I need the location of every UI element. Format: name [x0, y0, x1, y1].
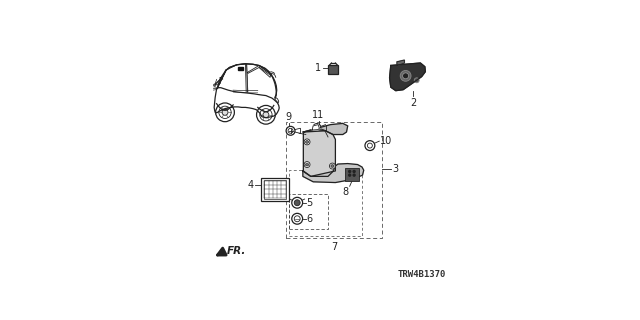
Bar [289, 170, 362, 236]
Text: 3: 3 [392, 164, 398, 174]
Circle shape [304, 139, 310, 145]
Text: 4: 4 [248, 180, 254, 190]
Polygon shape [303, 164, 364, 182]
Text: 9: 9 [285, 112, 291, 122]
Text: 11: 11 [312, 110, 324, 120]
Text: FR.: FR. [227, 246, 246, 256]
Bar [238, 67, 243, 70]
Circle shape [349, 174, 351, 176]
Bar [262, 178, 289, 201]
Text: TRW4B1370: TRW4B1370 [398, 270, 446, 279]
Circle shape [365, 141, 375, 150]
Circle shape [292, 213, 303, 224]
Text: 1: 1 [315, 63, 321, 73]
Circle shape [288, 128, 293, 133]
Bar [328, 65, 339, 74]
Polygon shape [312, 124, 319, 130]
Circle shape [286, 126, 295, 135]
Bar [264, 180, 286, 198]
Circle shape [257, 105, 275, 124]
Circle shape [305, 163, 308, 166]
Polygon shape [303, 130, 335, 176]
Circle shape [331, 164, 334, 167]
Circle shape [222, 109, 228, 115]
Text: 5: 5 [307, 198, 313, 208]
Polygon shape [397, 60, 404, 66]
Circle shape [353, 174, 355, 176]
Text: 2: 2 [410, 98, 416, 108]
Circle shape [294, 216, 300, 222]
Circle shape [349, 171, 351, 172]
Polygon shape [303, 124, 348, 134]
Text: 7: 7 [331, 242, 337, 252]
Circle shape [294, 200, 300, 206]
Bar [289, 194, 328, 229]
Circle shape [400, 70, 411, 81]
Text: 8: 8 [342, 188, 348, 197]
Circle shape [292, 197, 303, 208]
Circle shape [315, 126, 319, 130]
Circle shape [260, 108, 272, 121]
Circle shape [304, 162, 310, 167]
Circle shape [367, 143, 372, 148]
Circle shape [305, 140, 308, 143]
Circle shape [403, 73, 408, 79]
Bar [345, 168, 359, 180]
Circle shape [216, 103, 234, 122]
Circle shape [219, 106, 231, 118]
Text: 6: 6 [307, 214, 313, 224]
Circle shape [330, 163, 335, 169]
Circle shape [353, 171, 355, 172]
Polygon shape [390, 63, 426, 91]
Circle shape [213, 84, 216, 86]
Text: 10: 10 [380, 136, 392, 146]
Bar [286, 122, 382, 238]
Circle shape [414, 78, 419, 83]
Circle shape [263, 112, 269, 118]
Circle shape [313, 124, 321, 132]
